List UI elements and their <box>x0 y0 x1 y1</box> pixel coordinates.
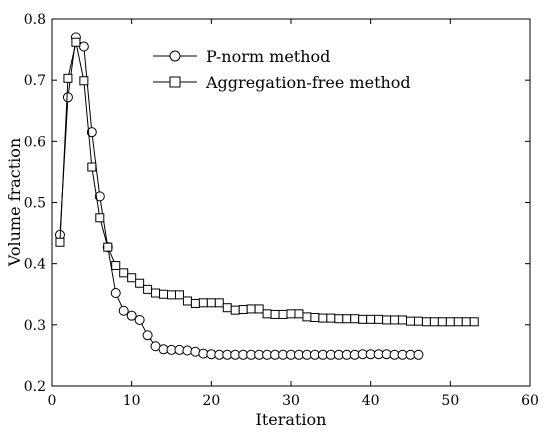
point-aggfree <box>119 268 129 278</box>
point-aggfree <box>127 273 137 283</box>
point-aggfree <box>190 298 200 308</box>
point-aggfree <box>95 213 105 223</box>
point-pnorm <box>134 314 145 325</box>
point-aggfree <box>230 305 240 315</box>
point-pnorm <box>126 310 137 321</box>
point-aggfree <box>167 290 176 300</box>
point-pnorm <box>110 288 121 299</box>
point-pnorm <box>413 349 424 360</box>
point-aggfree <box>262 309 272 319</box>
point-aggfree <box>453 317 463 327</box>
point-aggfree <box>206 298 216 308</box>
point-aggfree <box>469 317 479 327</box>
point-pnorm <box>78 41 89 52</box>
point-aggfree <box>222 303 232 313</box>
y-tick-label: 0.8 <box>24 12 46 28</box>
point-aggfree <box>159 289 169 299</box>
point-aggfree <box>71 37 81 47</box>
point-aggfree <box>246 304 256 314</box>
point-aggfree <box>135 278 145 288</box>
point-aggfree <box>214 298 224 308</box>
point-aggfree <box>143 284 153 294</box>
point-aggfree <box>374 314 384 324</box>
point-aggfree <box>182 296 192 306</box>
point-aggfree <box>174 290 184 300</box>
y-tick-label: 0.6 <box>24 134 46 150</box>
point-aggfree <box>79 76 89 86</box>
point-pnorm <box>118 305 129 316</box>
tick-labels: 0 10 20 30 40 50 60 0.2 0.3 0.4 0.5 0.6 0.7 0.8 <box>24 12 539 409</box>
point-aggfree <box>342 314 352 324</box>
point-aggfree <box>270 309 280 319</box>
point-pnorm <box>142 330 153 341</box>
point-aggfree <box>390 315 400 325</box>
point-aggfree <box>326 313 336 323</box>
point-aggfree <box>366 314 376 324</box>
point-pnorm <box>62 92 73 103</box>
point-aggfree <box>406 316 415 326</box>
point-aggfree <box>254 304 264 314</box>
point-aggfree <box>318 313 328 323</box>
point-aggfree <box>238 305 248 315</box>
point-aggfree <box>398 315 408 325</box>
ticks <box>51 18 531 387</box>
point-aggfree <box>151 288 161 298</box>
y-tick-label: 0.2 <box>24 379 46 395</box>
point-pnorm <box>94 191 105 202</box>
legend-label-pnorm: P-norm method <box>206 47 330 66</box>
x-tick-label: 10 <box>123 393 141 409</box>
series-group <box>54 32 479 360</box>
legend-marker-aggfree <box>169 76 181 88</box>
point-aggfree <box>429 317 439 327</box>
y-tick-label: 0.3 <box>24 318 46 334</box>
x-tick-label: 0 <box>48 393 57 409</box>
point-aggfree <box>421 317 431 327</box>
point-aggfree <box>286 309 296 319</box>
point-aggfree <box>310 312 320 322</box>
y-tick-label: 0.4 <box>24 257 46 273</box>
x-tick-label: 40 <box>362 393 380 409</box>
point-aggfree <box>437 317 447 327</box>
x-tick-label: 60 <box>521 393 539 409</box>
point-aggfree <box>358 314 368 324</box>
legend-marker-pnorm <box>169 50 181 62</box>
point-aggfree <box>55 237 65 247</box>
point-aggfree <box>294 309 304 319</box>
x-tick-label: 30 <box>282 393 300 409</box>
point-aggfree <box>103 242 113 252</box>
point-aggfree <box>445 317 455 327</box>
point-aggfree <box>334 314 344 324</box>
point-pnorm <box>86 127 97 138</box>
point-aggfree <box>461 317 471 327</box>
y-axis-title: Volume fraction <box>5 138 24 267</box>
y-tick-label: 0.5 <box>24 196 46 212</box>
point-aggfree <box>302 312 312 322</box>
point-aggfree <box>87 162 97 172</box>
point-aggfree <box>198 298 208 308</box>
x-tick-label: 20 <box>202 393 220 409</box>
point-aggfree <box>350 314 360 324</box>
legend-label-aggfree: Aggregation-free method <box>205 73 411 92</box>
point-aggfree <box>413 316 423 326</box>
point-aggfree <box>278 309 288 319</box>
point-aggfree <box>111 261 121 271</box>
y-tick-label: 0.7 <box>24 73 46 89</box>
x-axis-title: Iteration <box>256 410 327 429</box>
x-tick-label: 50 <box>441 393 459 409</box>
point-aggfree <box>63 73 73 83</box>
point-aggfree <box>382 315 392 325</box>
legend: P-norm method Aggregation-free method <box>153 47 411 92</box>
